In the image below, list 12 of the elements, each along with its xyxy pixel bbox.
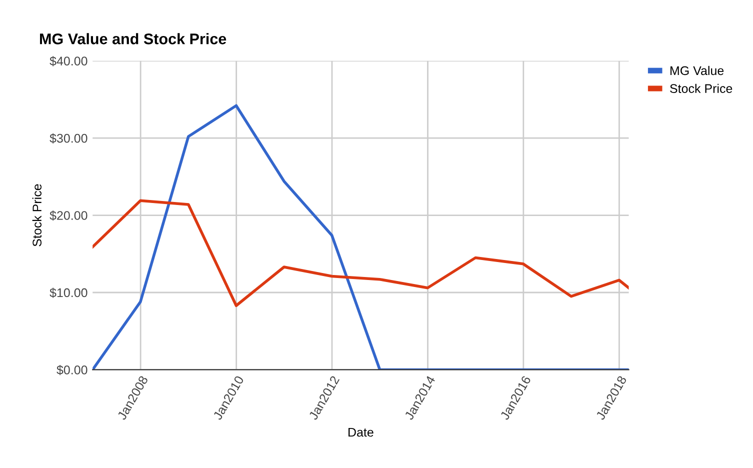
y-tick-label: $0.00 — [56, 364, 88, 376]
y-tick-label: $40.00 — [50, 56, 88, 66]
line-series — [92, 199, 629, 308]
line-series — [92, 104, 629, 370]
y-axis-title: Stock Price — [32, 184, 42, 246]
y-tick-label: $10.00 — [50, 288, 88, 298]
y-tick-label: $30.00 — [50, 133, 88, 144]
legend-label: Stock Price — [670, 84, 732, 93]
x-axis-title: Date — [348, 428, 374, 437]
y-tick-label: $20.00 — [50, 210, 88, 221]
legend-label: MG Value — [670, 66, 724, 76]
chart-title: MG Value and Stock Price — [40, 33, 226, 44]
